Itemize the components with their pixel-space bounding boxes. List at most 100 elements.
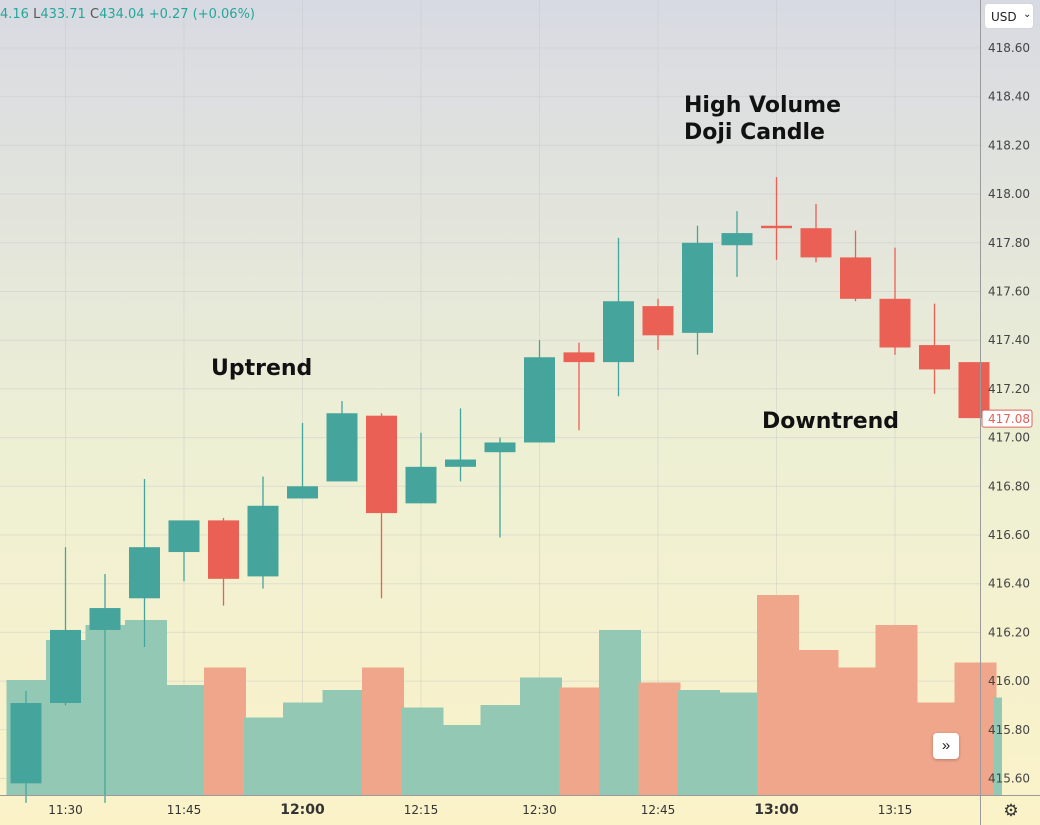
candle-body [603,301,634,363]
annotation-doji-line2: Doji Candle [684,120,825,145]
candle-body [89,608,121,630]
price-tick-label: 416.20 [988,625,1030,639]
volume-bar [243,717,286,795]
time-tick-label: 12:15 [404,803,439,817]
volume-bar [757,595,799,795]
candle-body [484,442,516,453]
candle-body [524,357,555,443]
ohlc-low-label: L [33,7,41,22]
candle [287,422,318,499]
candle [484,437,516,538]
candle-body [129,547,160,599]
volume-bar [85,625,128,795]
candle-body [642,306,674,336]
candle-body [682,242,713,333]
price-tick-label: 418.60 [988,41,1030,55]
time-tick-label: 11:45 [167,803,202,817]
candle-body [208,520,239,579]
price-tick-label: 416.40 [988,577,1030,591]
candle [958,362,990,419]
candle-body [919,345,950,370]
price-tick-label: 417.40 [988,333,1030,347]
scroll-to-realtime-button[interactable]: » [933,733,959,759]
time-tick-label: 12:00 [280,802,325,818]
candle [366,413,397,599]
candle [405,432,437,504]
price-tick-label: 415.80 [988,723,1030,737]
time-tick-label: 13:15 [878,803,913,817]
price-tick-label: 418.00 [988,187,1030,201]
candle [563,342,595,431]
volume-bar [362,667,404,795]
price-tick-label: 415.60 [988,772,1030,786]
annotation-downtrend: Downtrend [762,409,900,434]
candle-body [405,466,437,504]
volume-bar [638,682,681,795]
time-tick-label: 13:00 [754,802,799,818]
candle [50,547,81,706]
annotation-doji-line1: High Volume [684,93,842,118]
volume-bar [994,697,1002,795]
volume-bar [164,685,207,795]
volume-bar [678,690,720,795]
currency-label: USD [991,10,1017,24]
time-tick-label: 12:45 [641,803,676,817]
candle-body [563,352,595,363]
candle-body [326,413,358,482]
candle [524,340,555,443]
price-tick-label: 416.00 [988,674,1030,688]
volume-bar [125,620,167,795]
candle-body [840,257,871,299]
candle-body [445,459,476,467]
volume-layer [6,595,1002,795]
chevron-down-icon: ⌄ [1023,9,1032,20]
candle-body [721,233,753,246]
candle [642,298,674,350]
ohlc-change: +0.27 (+0.06%) [148,7,256,22]
last-price-label: 417.08 [988,412,1030,426]
candle [208,517,239,606]
candle-body [247,505,279,577]
ohlc-legend: 4.16 L433.71 C434.04 +0.27 (+0.06%) [0,7,255,22]
price-tick-label: 417.20 [988,382,1030,396]
candle-body [287,486,318,499]
volume-bar [322,690,365,795]
volume-bar [401,707,444,795]
candle [761,177,792,260]
chart-settings-button[interactable]: ⚙ [1000,800,1022,822]
currency-dropdown[interactable]: USD ⌄ [984,3,1034,29]
price-tick-label: 418.20 [988,138,1030,152]
price-tick-label: 417.60 [988,285,1030,299]
candle [129,478,160,648]
candle [879,247,911,355]
last-price-tag [981,409,1033,428]
ohlc-close-label: C [89,7,100,22]
price-tick-label: 418.40 [988,90,1030,104]
volume-bar [520,677,562,795]
volume-bar [283,702,325,795]
price-tick-label: 417.00 [988,431,1030,445]
candle-body [958,362,990,419]
volume-bar [836,667,878,795]
candle-body [10,703,42,784]
ohlc-high-value: 4.16 [0,7,29,22]
candle [840,230,871,302]
candle-body [879,298,911,348]
candle [89,573,121,803]
candle [800,203,832,263]
candle [445,408,476,482]
volume-bar [204,667,246,795]
ohlc-low-value: 433.71 [40,7,86,22]
candle [603,237,634,397]
candle-layer [10,177,990,803]
volume-bar [559,687,602,795]
candle-body [800,228,832,258]
ohlc-close-value: 434.04 [99,7,145,22]
double-chevron-right-icon: » [941,737,951,754]
candle [919,303,950,394]
candle [326,401,358,482]
candle-body [50,629,81,704]
